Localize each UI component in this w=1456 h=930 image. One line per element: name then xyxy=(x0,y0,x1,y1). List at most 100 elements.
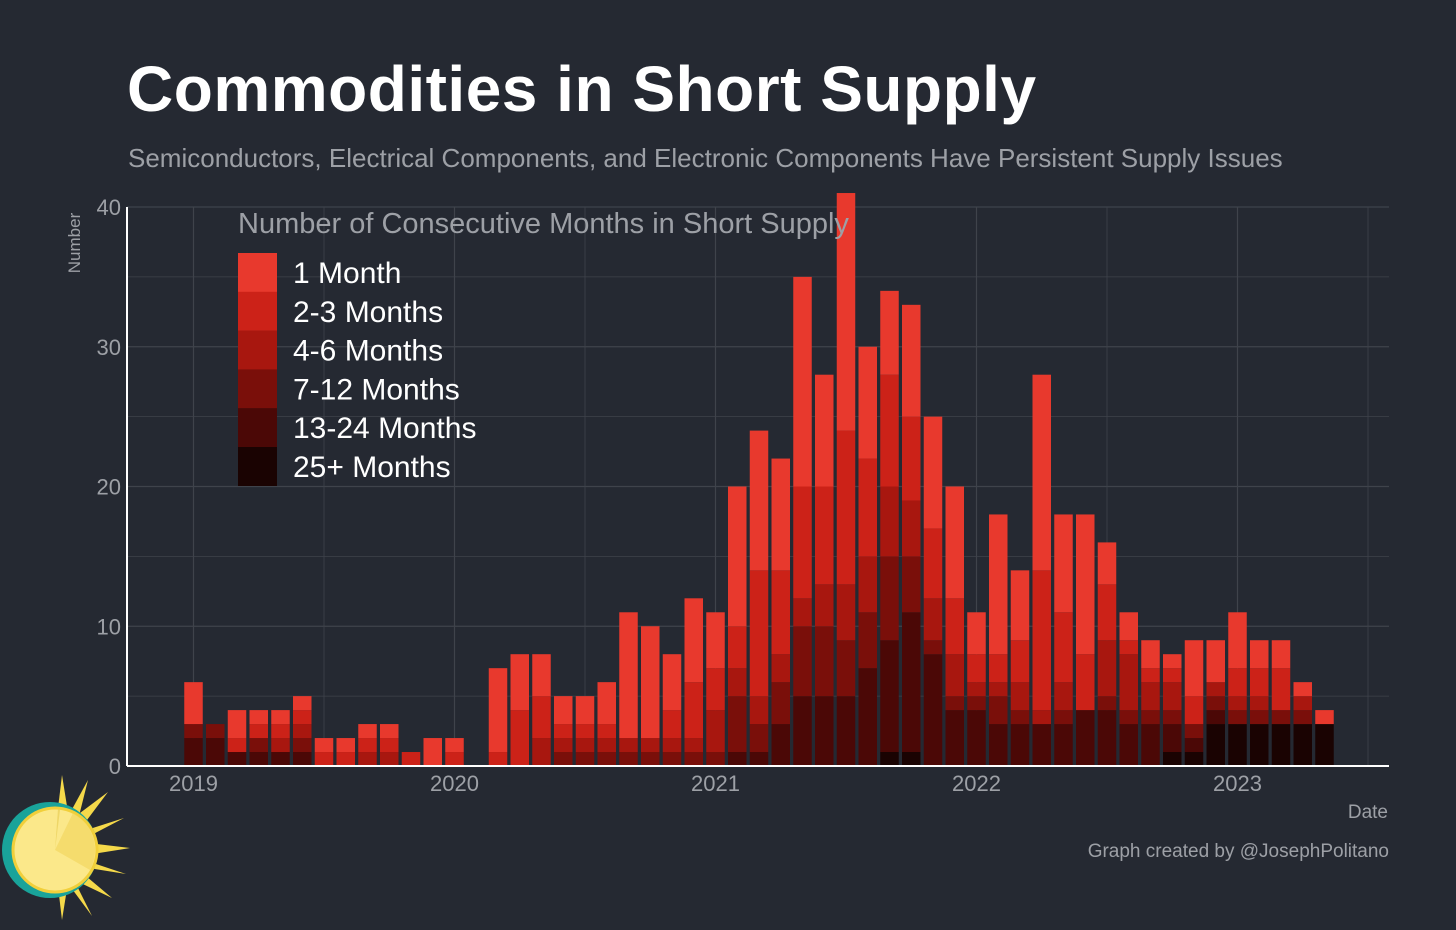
bar-segment xyxy=(293,710,312,725)
bar-segment xyxy=(815,486,834,585)
bar-segment xyxy=(1054,710,1073,725)
bar-segment xyxy=(1315,710,1334,725)
bar-segment xyxy=(510,654,529,711)
bar-segment xyxy=(923,528,943,599)
bar-segment xyxy=(902,500,921,557)
bar-segment xyxy=(771,570,790,655)
bar-segment xyxy=(619,752,638,766)
bar-segment xyxy=(1293,710,1312,725)
bar-segment xyxy=(1206,724,1225,766)
bar-segment xyxy=(902,556,921,613)
bar-segment xyxy=(1228,710,1247,725)
bar-segment xyxy=(641,752,660,766)
bar-segment xyxy=(880,486,899,557)
bar-segment xyxy=(684,682,703,739)
chart-subtitle: Semiconductors, Electrical Components, a… xyxy=(128,143,1283,173)
bar-segment xyxy=(945,654,964,697)
bar-segment xyxy=(380,752,399,766)
bar-segment xyxy=(1054,724,1073,766)
bar-segment xyxy=(1250,696,1269,711)
bar-segment xyxy=(728,752,747,766)
bar-segment xyxy=(1206,710,1225,725)
legend-label: 25+ Months xyxy=(293,451,451,484)
bar-segment xyxy=(1010,570,1030,641)
bar-segment xyxy=(1293,696,1312,711)
bar-segment xyxy=(1032,374,1051,571)
bar-stacks xyxy=(184,193,1334,766)
bar-segment xyxy=(749,696,769,725)
bar-segment xyxy=(1250,640,1269,669)
bar-segment xyxy=(1076,654,1095,711)
bar-segment xyxy=(923,416,943,529)
bar-segment xyxy=(1032,570,1051,711)
bar-segment xyxy=(554,752,573,766)
bar-segment xyxy=(749,430,769,571)
bar-segment xyxy=(967,654,986,683)
bar-segment xyxy=(728,668,747,697)
legend: Number of Consecutive Months in Short Su… xyxy=(238,208,849,486)
bar-segment xyxy=(1250,724,1269,766)
bar-segment xyxy=(575,724,595,739)
bar-segment xyxy=(793,598,812,627)
bar-segment xyxy=(1271,710,1291,725)
bar-segment xyxy=(1163,710,1182,725)
bar-segment xyxy=(1010,640,1030,683)
bar-segment xyxy=(293,738,312,753)
bar-segment xyxy=(554,724,573,739)
bar-segment xyxy=(836,640,856,697)
bar-segment xyxy=(989,654,1008,683)
bar-segment xyxy=(1228,696,1247,711)
bar-segment xyxy=(836,584,856,641)
bar-segment xyxy=(1163,724,1182,753)
bar-segment xyxy=(1271,668,1291,711)
bar-segment xyxy=(684,598,703,683)
bar-segment xyxy=(575,752,595,766)
bar-segment xyxy=(1097,696,1117,711)
bar-segment xyxy=(358,724,377,739)
bar-segment xyxy=(945,598,964,655)
bar-segment xyxy=(532,738,551,766)
bar-segment xyxy=(271,738,290,753)
bar-segment xyxy=(706,612,725,669)
legend-swatch xyxy=(238,330,277,370)
bar-segment xyxy=(314,738,334,753)
bar-segment xyxy=(401,752,421,766)
bar-segment xyxy=(597,682,616,725)
bar-segment xyxy=(706,710,725,753)
legend-label: 4-6 Months xyxy=(293,335,443,368)
bar-segment xyxy=(184,738,203,766)
bar-segment xyxy=(858,346,877,459)
bar-segment xyxy=(423,738,442,766)
bar-segment xyxy=(1097,710,1117,766)
bar-segment xyxy=(184,724,203,739)
bar-segment xyxy=(1163,668,1182,683)
bar-segment xyxy=(619,738,638,753)
bar-segment xyxy=(1184,724,1204,739)
bar-segment xyxy=(597,724,616,739)
bar-segment xyxy=(1163,752,1182,766)
bar-segment xyxy=(271,710,290,725)
bar-segment xyxy=(488,752,508,766)
bar-segment xyxy=(597,738,616,753)
bar-segment xyxy=(771,654,790,683)
legend-label: 1 Month xyxy=(293,257,401,290)
bar-segment xyxy=(554,696,573,725)
bar-segment xyxy=(662,738,682,753)
bar-segment xyxy=(206,724,225,739)
bar-segment xyxy=(314,752,334,766)
bar-segment xyxy=(1097,584,1117,641)
bar-segment xyxy=(662,710,682,739)
bar-segment xyxy=(249,724,268,739)
bar-segment xyxy=(1184,696,1204,725)
bar-segment xyxy=(989,682,1008,697)
legend-label: 13-24 Months xyxy=(293,412,476,445)
bar-segment xyxy=(923,654,943,766)
bar-segment xyxy=(1054,514,1073,613)
bar-segment xyxy=(1271,724,1291,766)
chart-title: Commodities in Short Supply xyxy=(127,53,1037,125)
bar-segment xyxy=(728,486,747,627)
bar-segment xyxy=(380,738,399,753)
bar-segment xyxy=(880,374,899,487)
bar-segment xyxy=(575,696,595,725)
bar-segment xyxy=(1250,668,1269,697)
